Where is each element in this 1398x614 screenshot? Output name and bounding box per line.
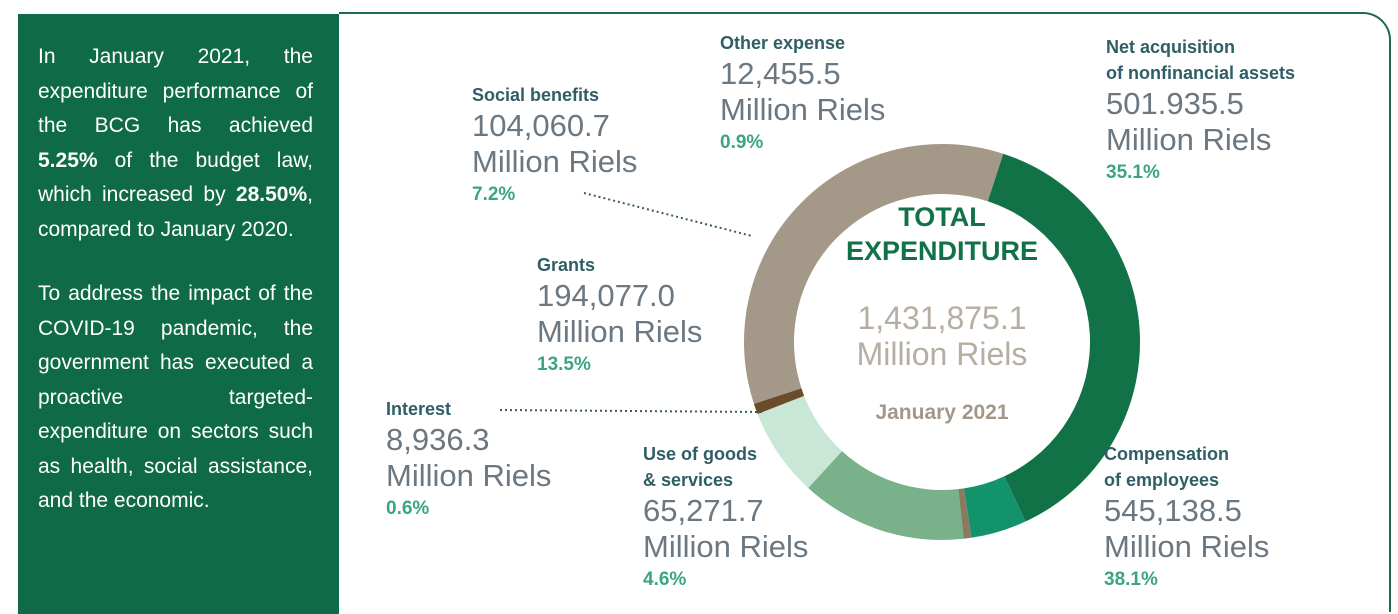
slice-name: Grants [537, 255, 596, 275]
slice-name: Net acquisition of nonfinancial assets [1106, 37, 1296, 83]
label-compensation: Compensation of employees 545,138.5 Millio… [1104, 441, 1269, 595]
donut-slice-compensation-of-employees [987, 153, 1140, 522]
label-interest: Interest 8,936.3 Million Riels 0.6% [386, 396, 551, 524]
center-title: TOTAL EXPENDITURE [845, 202, 1039, 266]
slice-name: Other expense [720, 33, 846, 53]
slice-name: Interest [386, 399, 452, 419]
slice-name: Social benefits [472, 85, 600, 105]
summary-panel: In January 2021, the expenditure perform… [18, 14, 339, 614]
slice-value: 545,138.5 Million Riels [1104, 493, 1270, 564]
summary-paragraph-2: To address the impact of the COVID-19 pa… [38, 282, 313, 512]
label-use-of-goods: Use of goods & services 65,271.7 Million R… [643, 441, 808, 595]
label-net-acquisition: Net acquisition of nonfinancial assets 50… [1106, 34, 1295, 188]
donut-slice-net-acquisition-of-nonfinancial-assets [744, 144, 1004, 404]
slice-percent: 7.2% [472, 184, 516, 205]
slice-percent: 35.1% [1106, 162, 1160, 183]
slice-value: 65,271.7 Million Riels [643, 493, 809, 564]
label-other-expense: Other expense 12,455.5 Million Riels 0.9% [720, 30, 885, 158]
center-total: 1,431,875.1 Million Riels [856, 300, 1028, 372]
slice-percent: 13.5% [537, 354, 591, 375]
slice-value: 104,060.7 Million Riels [472, 108, 638, 179]
label-grants: Grants 194,077.0 Million Riels 13.5% [537, 252, 702, 380]
increase-percent: 28.50% [235, 183, 308, 206]
slice-percent: 4.6% [643, 569, 687, 590]
label-social-benefits: Social benefits 104,060.7 Million Riels 7… [472, 82, 637, 210]
slice-name: Use of goods & services [643, 444, 758, 490]
slice-percent: 38.1% [1104, 569, 1158, 590]
slice-value: 12,455.5 Million Riels [720, 56, 886, 127]
donut-slice-interest [958, 488, 972, 539]
leader-line-social-benefits [583, 192, 753, 237]
leader-line-interest [499, 409, 763, 413]
slice-percent: 0.6% [386, 498, 430, 519]
slice-value: 8,936.3 Million Riels [386, 422, 552, 493]
chart-card [339, 12, 1391, 612]
budget-percent: 5.25% [38, 148, 98, 172]
center-period: January 2021 [875, 401, 1009, 424]
summary-paragraph-1: In January 2021, the expenditure perform… [38, 40, 313, 247]
donut-slice-other-expense [753, 388, 805, 415]
summary-text-a: In January 2021, the expenditure perform… [38, 45, 313, 137]
slice-value: 501.935.5 Million Riels [1106, 86, 1272, 157]
slice-value: 194,077.0 Million Riels [537, 278, 703, 349]
slice-name: Compensation of employees [1104, 444, 1230, 490]
donut-slice-social-benefits [757, 395, 842, 488]
donut-slice-grants [808, 451, 964, 540]
slice-percent: 0.9% [720, 132, 764, 153]
summary-text-b: of the budget law, which increased by [38, 148, 313, 207]
summary-text-c: , compared to January 2020. [38, 183, 313, 241]
donut-slice-use-of-goods-services [963, 476, 1026, 538]
